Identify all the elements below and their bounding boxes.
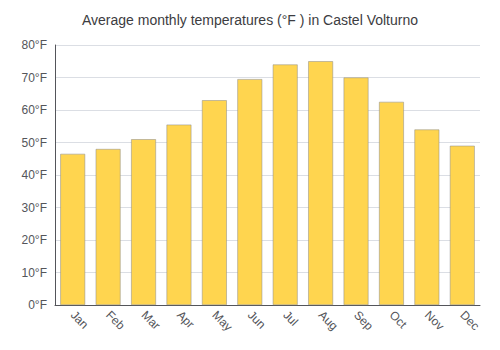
svg-text:60°F: 60°F (22, 103, 47, 117)
svg-text:Nov: Nov (422, 308, 447, 333)
svg-text:Dec: Dec (457, 308, 482, 333)
svg-text:0°F: 0°F (28, 298, 47, 312)
svg-text:Jun: Jun (245, 308, 269, 332)
svg-text:Jul: Jul (280, 308, 301, 329)
svg-text:Average monthly temperatures (: Average monthly temperatures (°F ) in Ca… (82, 12, 418, 28)
svg-text:70°F: 70°F (22, 71, 47, 85)
svg-text:40°F: 40°F (22, 168, 47, 182)
svg-text:Mar: Mar (139, 308, 164, 332)
svg-text:Oct: Oct (387, 308, 411, 332)
svg-text:Feb: Feb (103, 308, 128, 333)
svg-text:50°F: 50°F (22, 136, 47, 150)
svg-text:10°F: 10°F (22, 266, 47, 280)
svg-text:Jan: Jan (68, 308, 92, 332)
svg-text:80°F: 80°F (22, 38, 47, 52)
svg-text:May: May (209, 308, 235, 334)
svg-text:20°F: 20°F (22, 233, 47, 247)
svg-text:Apr: Apr (174, 308, 197, 331)
svg-text:Sep: Sep (351, 308, 376, 333)
svg-text:Aug: Aug (316, 308, 341, 333)
svg-text:30°F: 30°F (22, 201, 47, 215)
